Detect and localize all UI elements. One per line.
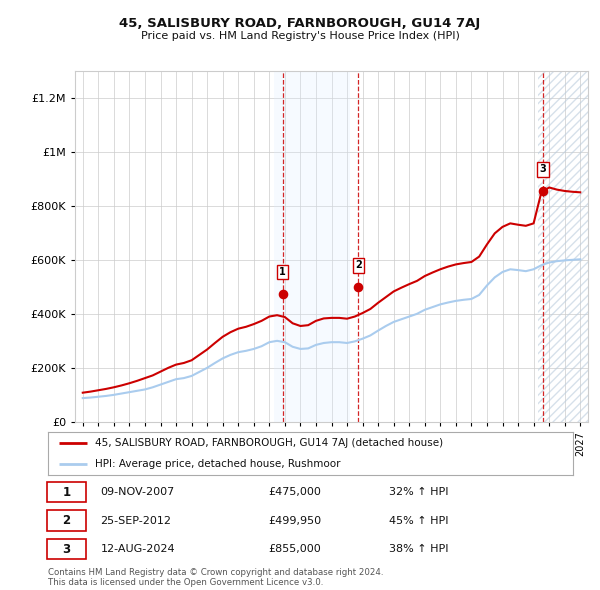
Text: 32% ↑ HPI: 32% ↑ HPI: [389, 487, 449, 497]
Text: 1: 1: [280, 267, 286, 277]
Text: 45, SALISBURY ROAD, FARNBOROUGH, GU14 7AJ: 45, SALISBURY ROAD, FARNBOROUGH, GU14 7A…: [119, 17, 481, 30]
Text: 12-AUG-2024: 12-AUG-2024: [101, 544, 175, 554]
Text: 3: 3: [540, 165, 547, 175]
Text: 25-SEP-2012: 25-SEP-2012: [101, 516, 172, 526]
Bar: [538, 71, 588, 422]
FancyBboxPatch shape: [47, 482, 86, 503]
Text: £475,000: £475,000: [269, 487, 322, 497]
Text: HPI: Average price, detached house, Rushmoor: HPI: Average price, detached house, Rush…: [95, 459, 341, 468]
Point: [538, 186, 548, 196]
Bar: [538, 71, 588, 422]
Text: 2: 2: [355, 260, 362, 270]
Text: Contains HM Land Registry data © Crown copyright and database right 2024.
This d: Contains HM Land Registry data © Crown c…: [48, 568, 383, 587]
Bar: [274, 71, 350, 422]
FancyBboxPatch shape: [47, 510, 86, 531]
Point: [278, 289, 287, 299]
FancyBboxPatch shape: [47, 539, 86, 559]
Text: 09-NOV-2007: 09-NOV-2007: [101, 487, 175, 497]
Text: 45% ↑ HPI: 45% ↑ HPI: [389, 516, 449, 526]
Text: 3: 3: [62, 543, 71, 556]
Text: £855,000: £855,000: [269, 544, 321, 554]
Text: 45, SALISBURY ROAD, FARNBOROUGH, GU14 7AJ (detached house): 45, SALISBURY ROAD, FARNBOROUGH, GU14 7A…: [95, 438, 443, 448]
Text: Price paid vs. HM Land Registry's House Price Index (HPI): Price paid vs. HM Land Registry's House …: [140, 31, 460, 41]
Text: 38% ↑ HPI: 38% ↑ HPI: [389, 544, 449, 554]
Point: [353, 282, 363, 291]
Text: 2: 2: [62, 514, 71, 527]
Text: 1: 1: [62, 486, 71, 499]
Text: £499,950: £499,950: [269, 516, 322, 526]
